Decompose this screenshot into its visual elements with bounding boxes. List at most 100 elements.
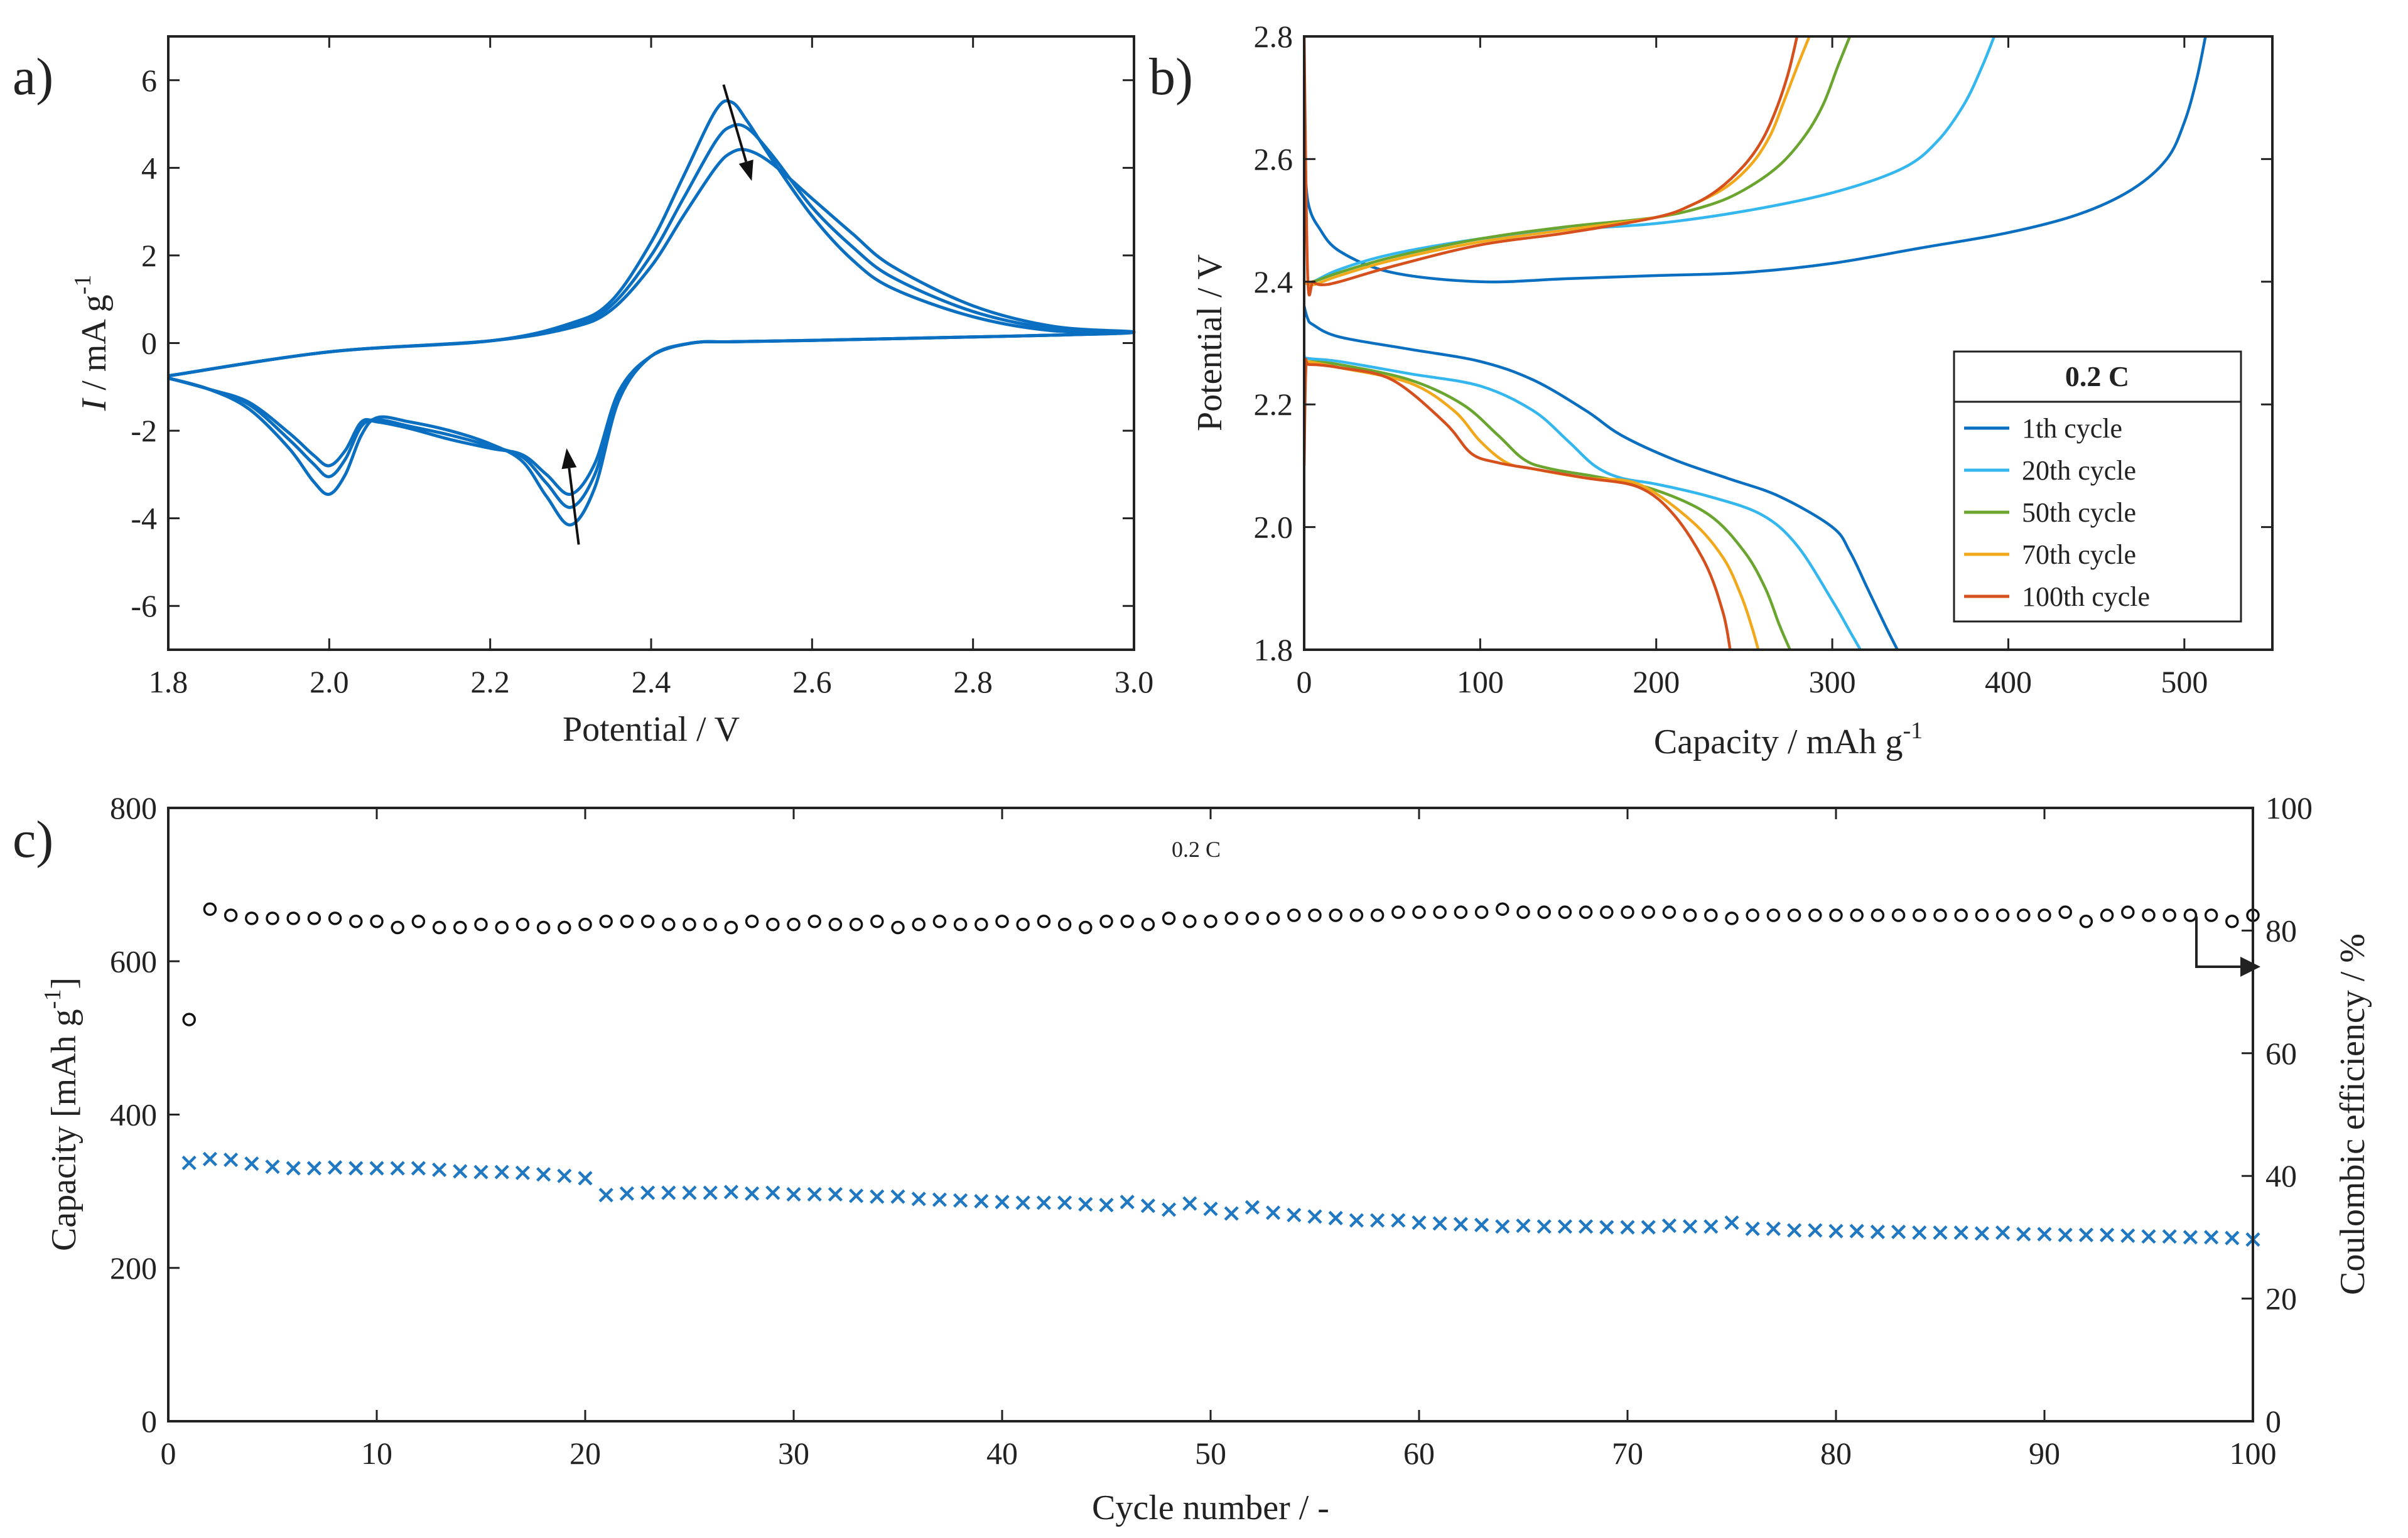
capacity-point — [1120, 1195, 1135, 1210]
cycling-x-tick-label: 30 — [778, 1436, 809, 1471]
capacity-point — [1808, 1223, 1823, 1238]
efficiency-point — [975, 917, 988, 932]
cv-arrows — [561, 84, 753, 545]
efficiency-point — [1120, 914, 1134, 928]
capacity-marker-stroke — [515, 1165, 530, 1180]
capacity-point — [1641, 1220, 1656, 1235]
legend-title: 0.2 C — [2065, 360, 2129, 392]
capacity-marker-stroke — [1015, 1195, 1030, 1210]
panel-b-charge-discharge: b) 0 100 200 300 400 500 1.8 2.0 2.2 2.4 2.6 2.8 0.… — [1149, 19, 2274, 761]
capacity-point — [2183, 1230, 2198, 1245]
capacity-point — [1412, 1215, 1427, 1230]
gcd-x-tick-label: 500 — [2161, 664, 2208, 699]
capacity-marker-stroke — [1328, 1210, 1343, 1225]
capacity-point — [557, 1168, 572, 1183]
efficiency-point — [1037, 914, 1051, 928]
capacity-point — [411, 1161, 426, 1176]
efficiency-point — [995, 914, 1009, 928]
legend-label: 20th cycle — [2022, 455, 2136, 486]
cv-x-tick-label: 1.8 — [149, 664, 188, 699]
gcd-discharge-cycle-1 — [1304, 306, 1899, 650]
capacity-marker-stroke — [682, 1185, 697, 1200]
efficiency-point — [1474, 905, 1489, 919]
capacity-point — [786, 1186, 801, 1202]
gcd-y-tick-label: 1.8 — [1254, 632, 1293, 667]
efficiency-point — [516, 917, 530, 932]
efficiency-point — [599, 914, 613, 928]
legend-items: 1th cycle 20th cycle 50th cycle 70th cycle 1… — [1964, 413, 2150, 612]
capacity-marker-stroke — [2225, 1230, 2240, 1245]
capacity-marker-stroke — [1620, 1220, 1635, 1235]
efficiency-point — [1162, 912, 1176, 925]
capacity-point — [1870, 1224, 1885, 1239]
efficiency-point — [2017, 908, 2031, 922]
efficiency-point — [1433, 905, 1447, 919]
efficiency-point — [787, 917, 801, 932]
capacity-point — [1995, 1225, 2011, 1240]
efficiency-point — [1266, 912, 1280, 925]
efficiency-point — [1496, 902, 1509, 916]
efficiency-point — [1349, 908, 1364, 922]
efficiency-point — [912, 917, 926, 932]
axis-arrow-line — [2195, 917, 2245, 968]
capacity-marker-stroke — [849, 1188, 864, 1203]
capacity-point — [1162, 1202, 1177, 1217]
cycling-x-tick-label: 40 — [986, 1436, 1018, 1471]
efficiency-point — [2100, 908, 2114, 922]
capacity-marker-stroke — [494, 1164, 509, 1180]
efficiency-point — [1850, 908, 1864, 922]
capacity-marker-stroke — [1808, 1223, 1823, 1238]
gcd-y-tick-label: 2.8 — [1254, 19, 1293, 54]
efficiency-point — [203, 902, 217, 916]
efficiency-point — [286, 912, 300, 925]
panel-c-cycling: c) 0 10 20 30 40 50 60 70 80 90 100020040060080002… — [13, 790, 2372, 1527]
efficiency-point — [1183, 914, 1197, 928]
capacity-marker-stroke — [2204, 1230, 2219, 1245]
efficiency-point — [2038, 908, 2051, 922]
capacity-marker-stroke — [1599, 1220, 1614, 1235]
capacity-marker-stroke — [2100, 1227, 2115, 1242]
capacity-point — [953, 1193, 968, 1208]
cycling-y-tick-label: 800 — [110, 790, 157, 825]
capacity-point — [286, 1161, 301, 1176]
capacity-marker-stroke — [598, 1188, 613, 1203]
cycling-y2-tick-label: 0 — [2265, 1404, 2281, 1439]
cycling-y-tick-label: 400 — [110, 1097, 157, 1132]
cv-arrow-head-1 — [738, 159, 753, 181]
legend-label: 1th cycle — [2022, 413, 2122, 444]
efficiency-point — [1621, 905, 1634, 919]
capacity-point — [2204, 1230, 2219, 1245]
capacity-point — [328, 1160, 343, 1175]
cycling-markers — [181, 902, 2260, 1247]
cv-y-label-sup: -1 — [70, 275, 96, 295]
capacity-marker-stroke — [1849, 1223, 1864, 1239]
capacity-point — [1828, 1223, 1844, 1239]
panel-label-b: b) — [1149, 48, 1193, 106]
cv-y-label-italic: I — [75, 397, 114, 411]
efficiency-point — [1204, 914, 1217, 928]
capacity-point — [849, 1188, 864, 1203]
panel-label-c: c) — [13, 810, 53, 869]
capacity-marker-stroke — [1120, 1195, 1135, 1210]
capacity-marker-stroke — [1912, 1225, 1927, 1240]
efficiency-point — [724, 920, 738, 935]
efficiency-point — [1099, 914, 1113, 928]
efficiency-point — [703, 917, 717, 932]
efficiency-point — [662, 917, 676, 932]
capacity-point — [1703, 1219, 1719, 1234]
capacity-marker-stroke — [557, 1168, 572, 1183]
capacity-marker-stroke — [640, 1185, 656, 1200]
capacity-point — [265, 1159, 280, 1175]
capacity-marker-stroke — [661, 1185, 676, 1200]
capacity-point — [1287, 1207, 1302, 1223]
gcd-y-axis-label: Potential / V — [1191, 254, 1229, 431]
efficiency-point — [495, 920, 509, 935]
capacity-marker-stroke — [432, 1162, 447, 1178]
efficiency-point — [1746, 908, 1759, 922]
capacity-marker-stroke — [1536, 1219, 1552, 1234]
capacity-point — [578, 1171, 593, 1186]
cycling-x-axis-label: Cycle number / - — [1092, 1488, 1329, 1527]
capacity-point — [1328, 1210, 1343, 1225]
gcd-x-tick-label: 300 — [1809, 664, 1856, 699]
capacity-marker-stroke — [1579, 1219, 1594, 1234]
